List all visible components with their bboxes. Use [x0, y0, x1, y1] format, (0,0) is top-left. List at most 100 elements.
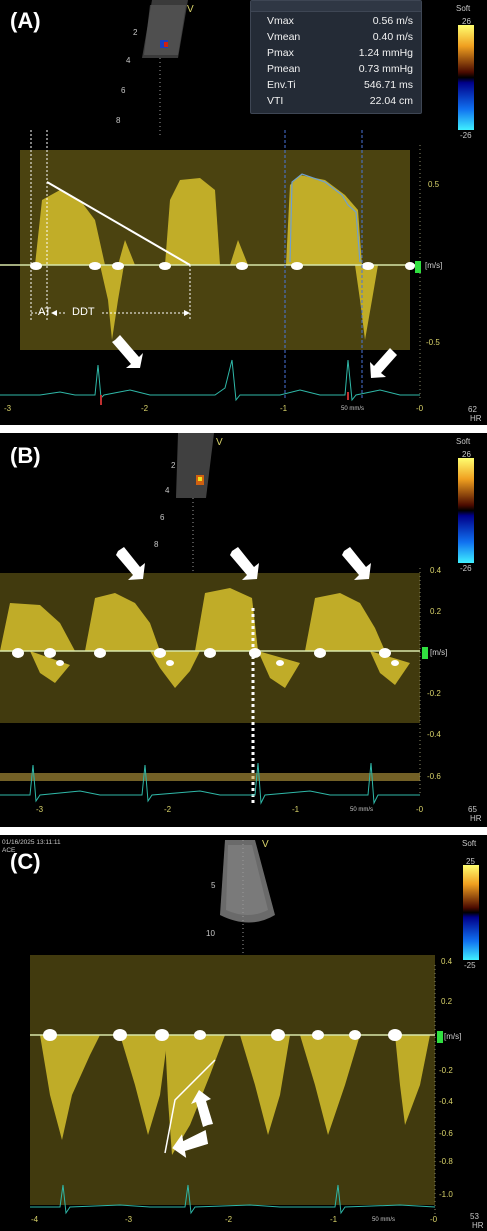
probe-mark: V [216, 437, 223, 448]
time-tick: -1 [292, 805, 300, 814]
color-scale-top: 25 [466, 857, 475, 866]
velocity-tick: -0.2 [427, 689, 441, 698]
color-scale-top: 26 [462, 450, 471, 459]
depth-tick: 5 [211, 881, 216, 890]
time-tick: -2 [141, 404, 149, 413]
sweep-speed: 50 mm/s [372, 1217, 396, 1223]
velocity-tick: -0.5 [426, 338, 440, 347]
depth-tick: 4 [165, 486, 170, 495]
velocity-tick: -1.0 [439, 1190, 453, 1199]
color-scale-bottom: -26 [460, 131, 472, 140]
time-tick: -2 [164, 805, 172, 814]
arrow-lower [172, 1130, 209, 1158]
velocity-tick: -0.6 [439, 1129, 453, 1138]
sweep-speed: 50 mm/s [341, 406, 365, 412]
probe-mark: V [187, 4, 194, 15]
time-tick: -3 [4, 404, 12, 413]
color-scale-top: 26 [462, 17, 471, 26]
measurement-row: Vmax 0.56 m/s [267, 15, 413, 27]
arrow-1 [116, 547, 145, 580]
color-scale-bottom: -25 [464, 961, 476, 970]
panel-c: (C) 01/16/2025 13:11:11 ACE V 5 10 Soft … [0, 835, 487, 1231]
ddt-slope-line [46, 181, 191, 266]
panel-c-label: (C) [10, 849, 41, 874]
ecg-trace [0, 359, 420, 402]
depth-tick: 8 [116, 116, 121, 125]
panel-b-graphics [0, 433, 474, 805]
velocity-tick: -0.6 [427, 772, 441, 781]
time-tick: -3 [36, 805, 44, 814]
time-tick: -0 [416, 805, 424, 814]
hr-label: HR [470, 414, 482, 423]
velocity-tick: 0.2 [430, 607, 442, 616]
at-label: AT [38, 306, 52, 318]
hr-value: 65 [468, 805, 477, 814]
depth-tick: 2 [133, 28, 138, 37]
hr-label: HR [470, 814, 482, 823]
velocity-unit: [m/s] [425, 261, 443, 270]
arrow-right [370, 348, 397, 378]
measurement-row: VTI 22.04 cm [267, 95, 413, 107]
arrow-2 [230, 547, 259, 580]
time-tick: -0 [416, 404, 424, 413]
arrow-3 [342, 547, 371, 580]
doppler-spectrum [35, 175, 378, 340]
hr-label: HR [472, 1221, 484, 1230]
time-tick: -1 [330, 1215, 338, 1224]
velocity-tick: 0.2 [441, 997, 453, 1006]
measurement-row: Vmean 0.40 m/s [267, 31, 413, 43]
velocity-tick: -0.4 [439, 1097, 453, 1106]
velocity-tick: -0.4 [427, 730, 441, 739]
hr-value: 53 [470, 1212, 479, 1221]
ddt-label: DDT [72, 306, 95, 318]
arrow-group [116, 547, 371, 580]
velocity-tick: -0.2 [439, 1066, 453, 1075]
time-tick: -0 [430, 1215, 438, 1224]
measurement-row: Pmean 0.73 mmHg [267, 63, 413, 75]
time-tick: -2 [225, 1215, 233, 1224]
velocity-unit: [m/s] [444, 1032, 462, 1041]
time-tick: -1 [280, 404, 288, 413]
velocity-tick: 0.4 [430, 566, 442, 575]
probe-mark: V [262, 839, 269, 850]
depth-tick: 4 [126, 56, 131, 65]
doppler-spectrum [40, 1035, 430, 1155]
hr-value: 62 [468, 405, 477, 414]
timestamp: 01/16/2025 13:11:11 [2, 839, 61, 846]
velocity-tick: 0.4 [441, 957, 453, 966]
panel-b-label: (B) [10, 443, 41, 468]
depth-tick: 8 [154, 540, 159, 549]
color-map-name: Soft [456, 4, 471, 13]
envelope-trace [289, 173, 361, 263]
panel-a: (A) V 2 4 6 8 Vmax 0.56 m/s Vmean 0.40 m/s… [0, 0, 487, 425]
depth-tick: 6 [160, 513, 165, 522]
measurement-panel: Vmax 0.56 m/s Vmean 0.40 m/s Pmax 1.24 mmHg… [250, 0, 422, 114]
color-map-name: Soft [456, 437, 471, 446]
depth-tick: 2 [171, 461, 176, 470]
doppler-spectrum [0, 588, 410, 688]
preset-name: ACE [2, 847, 16, 854]
ecg-trace [0, 762, 420, 805]
velocity-tick: -0.8 [439, 1157, 453, 1166]
arrow-left [112, 335, 143, 368]
sector-image [176, 433, 214, 498]
arrow-upper [191, 1090, 213, 1127]
measurement-row: Env.Ti 546.71 ms [267, 79, 413, 91]
velocity-tick: 0.5 [428, 180, 440, 189]
panel-a-graphics [0, 0, 474, 405]
ecg-trace [30, 1184, 436, 1215]
panel-a-label: (A) [10, 8, 41, 33]
measurement-header [251, 1, 421, 12]
sweep-speed: 50 mm/s [350, 807, 374, 813]
time-tick: -3 [125, 1215, 133, 1224]
color-map-name: Soft [462, 839, 477, 848]
panel-c-graphics [30, 840, 479, 1215]
depth-tick: 6 [121, 86, 126, 95]
slope-line [164, 1059, 216, 1154]
panel-b: (B) V 2 4 6 8 Soft 26 -26 0.4 0.2 -0.2 -… [0, 433, 487, 827]
color-scale-bottom: -26 [460, 564, 472, 573]
time-tick: -4 [31, 1215, 39, 1224]
depth-tick: 10 [206, 929, 215, 938]
velocity-unit: [m/s] [430, 648, 448, 657]
measurement-row: Pmax 1.24 mmHg [267, 47, 413, 59]
